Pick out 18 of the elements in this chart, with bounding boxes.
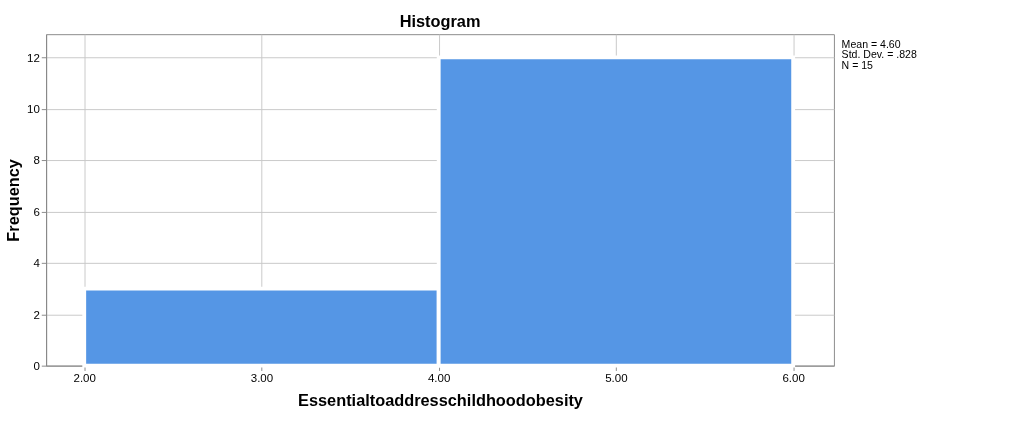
x-tick-label: 4.00 [427,371,451,384]
text: Std. Dev. = .828 [841,48,917,61]
x-axis-title: Essentialtoaddresschildhoodobesity [298,390,583,409]
y-axis-title: Frequency [4,159,23,242]
y-tick-label: 8 [33,154,40,167]
text: N = 15 [841,58,874,71]
y-tick-label: 4 [33,257,41,270]
y-tick-label: 6 [33,205,40,218]
x-tick-label: 5.00 [605,371,628,384]
y-tick-label: 10 [27,103,40,116]
y-tick-label: 2 [33,308,40,321]
x-tick-label: 2.00 [73,371,96,384]
chart-title: Histogram [399,11,481,30]
y-tick-label: 12 [27,51,40,64]
text: Mean = 4.60 [841,37,901,50]
y-tick-label: 0 [33,359,40,372]
x-tick-label: 3.00 [250,371,274,384]
x-tick-label: 6.00 [782,371,805,384]
